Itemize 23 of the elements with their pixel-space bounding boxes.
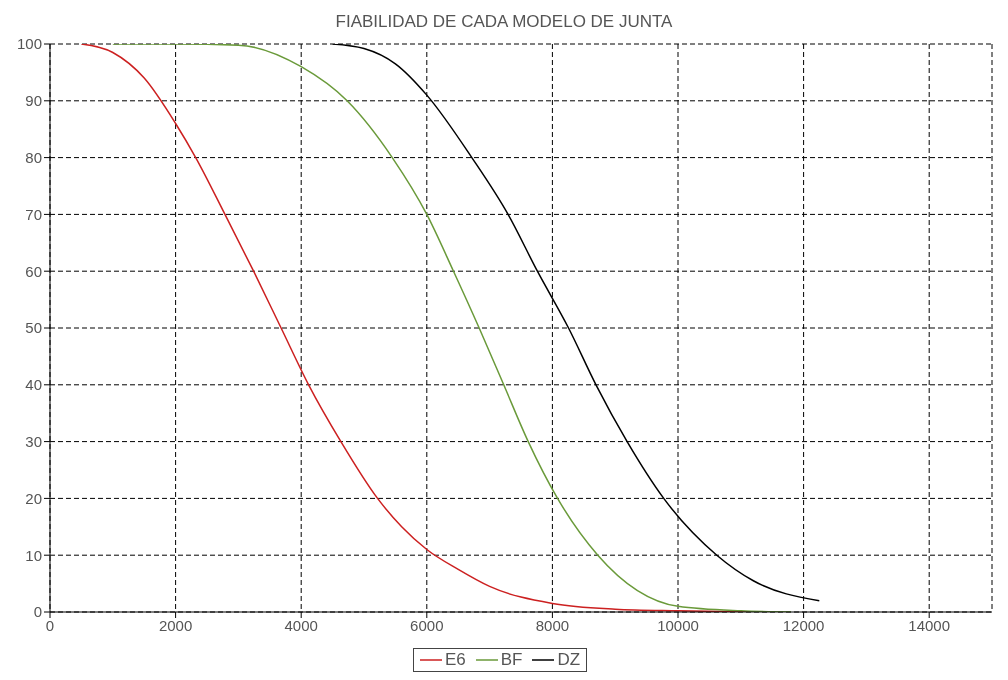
y-tick-label: 50 [25, 319, 42, 337]
x-tick-label: 12000 [782, 616, 825, 634]
legend-label: DZ [556, 650, 581, 670]
x-tick-label: 8000 [535, 616, 570, 634]
x-tick-label: 4000 [284, 616, 318, 634]
x-tick-label: 2000 [158, 616, 193, 634]
y-tick-label: 30 [25, 432, 42, 450]
y-tick-label: 0 [33, 603, 42, 621]
x-tick-label: 10000 [657, 616, 699, 634]
x-tick-label: 14000 [908, 616, 951, 634]
legend-label: E6 [443, 650, 466, 670]
legend-label: BF [499, 650, 523, 670]
chart-title: FIABILIDAD DE CADA MODELO DE JUNTA [334, 11, 674, 33]
y-tick-label: 60 [25, 262, 42, 280]
y-tick-label: 100 [16, 35, 42, 53]
y-tick-label: 90 [25, 92, 42, 110]
y-tick-label: 10 [25, 546, 42, 564]
y-tick-label: 40 [25, 376, 42, 394]
y-tick-label: 70 [25, 205, 42, 223]
x-tick-label: 0 [45, 616, 55, 634]
x-tick-label: 6000 [410, 616, 444, 634]
y-tick-label: 20 [25, 489, 42, 507]
y-tick-label: 80 [25, 148, 42, 166]
